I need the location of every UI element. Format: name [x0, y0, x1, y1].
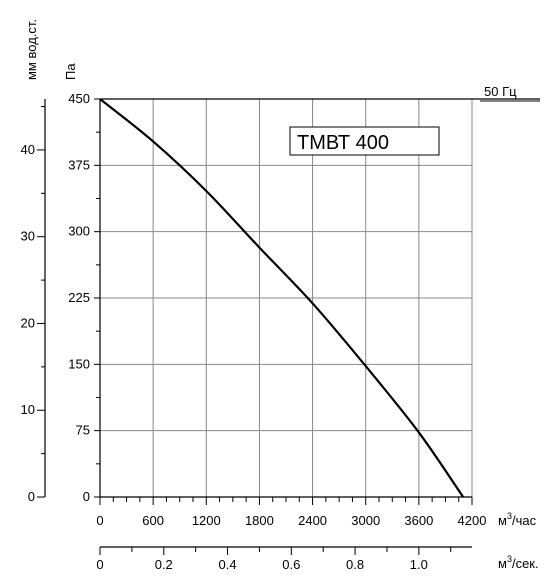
model-label-box	[289, 126, 440, 156]
y-pa-tick-label: 300	[68, 224, 90, 239]
x-m3h-tick-label: 0	[96, 513, 103, 528]
y-pa-tick-label: 75	[76, 423, 90, 438]
model-label: ТМВТ 400	[297, 132, 389, 154]
axis-ticks	[37, 98, 473, 555]
y-pa-tick-label: 0	[83, 489, 90, 504]
x-m3s-tick-label: 0.4	[219, 557, 237, 572]
y-mm-tick-label: 10	[21, 402, 35, 417]
x-m3h-tick-label: 1200	[192, 513, 221, 528]
y-mm-tick-label: 0	[28, 489, 35, 504]
x-m3h-tick-label: 3600	[404, 513, 433, 528]
y-mm-tick-label: 30	[21, 229, 35, 244]
y-mm-tick-label: 20	[21, 315, 35, 330]
x-m3s-axis-title: м3/сек.	[498, 554, 539, 571]
tick-labels: 0 75 150 225 300 375 450 0 10 20 30 40 0 600 1200 1800 2…	[21, 91, 487, 572]
x-m3s-tick-label: 0.8	[346, 557, 364, 572]
x-m3s-tick-label: 1.0	[410, 557, 428, 572]
axes	[44, 98, 540, 548]
x-m3h-tick-label: 600	[142, 513, 164, 528]
x-m3s-tick-label: 0.2	[155, 557, 173, 572]
performance-curve-layer	[99, 98, 465, 498]
performance-curve	[99, 98, 465, 498]
grid-lines	[100, 98, 473, 497]
x-m3h-tick-label: 2400	[298, 513, 327, 528]
y-pa-axis-title: Па	[63, 63, 78, 80]
x-m3h-tick-label: 4200	[458, 513, 487, 528]
y-mm-tick-label: 40	[21, 142, 35, 157]
y-pa-tick-label: 225	[68, 290, 90, 305]
y-pa-tick-label: 150	[68, 356, 90, 371]
x-m3h-axis-title: м3/час	[498, 511, 537, 528]
y-pa-tick-label: 450	[68, 91, 90, 106]
x-m3h-tick-label: 3000	[351, 513, 380, 528]
y-pa-tick-label: 375	[68, 157, 90, 172]
frequency-label: 50 Гц	[484, 84, 517, 99]
x-m3h-tick-label: 1800	[245, 513, 274, 528]
x-m3s-tick-label: 0	[96, 557, 103, 572]
y-mm-axis-title: мм вод.ст.	[24, 19, 39, 80]
x-m3s-tick-label: 0.6	[282, 557, 300, 572]
